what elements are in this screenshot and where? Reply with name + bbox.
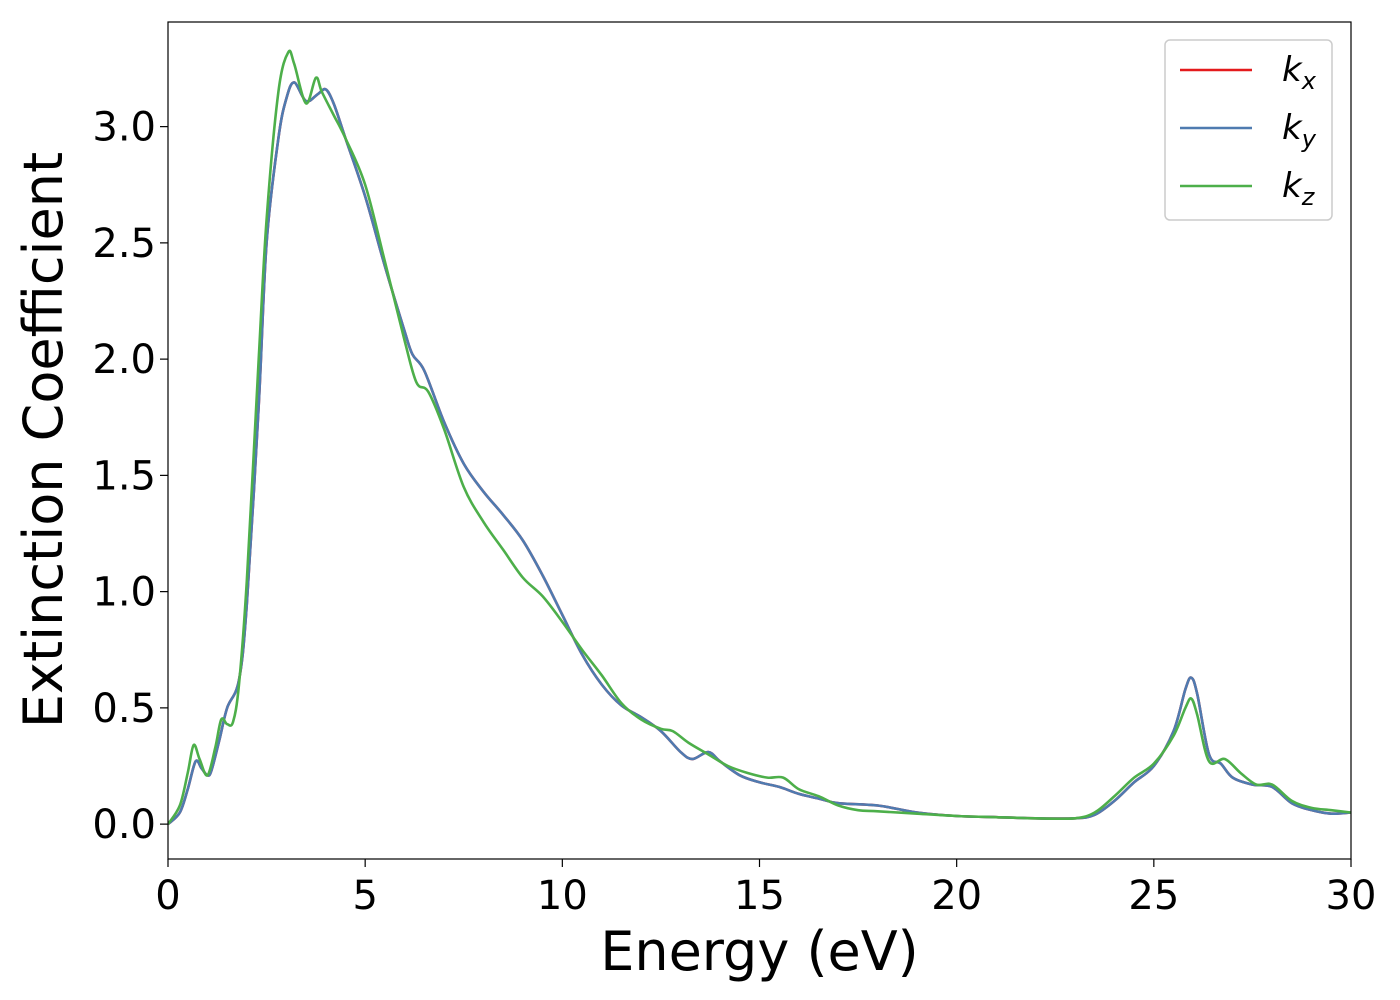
- y-tick-label: 3.0: [92, 105, 156, 151]
- legend-label-ky: ky: [1282, 108, 1317, 153]
- y-tick-label: 1.0: [92, 570, 156, 616]
- series-layer: [168, 49, 1351, 826]
- y-tick-label: 0.5: [92, 686, 156, 732]
- legend-box: [1164, 39, 1333, 221]
- legend-label-subscript: y: [1301, 125, 1317, 153]
- legend-label-kz: kz: [1282, 166, 1316, 211]
- x-tick-label: 25: [1128, 873, 1179, 919]
- x-tick-label: 20: [931, 873, 982, 919]
- legend-label-base: k: [1282, 108, 1303, 148]
- legend-label-subscript: z: [1301, 183, 1316, 211]
- x-tick-label: 10: [537, 873, 588, 919]
- y-tick-label: 1.5: [92, 453, 156, 499]
- x-axis-label: Energy (eV): [600, 920, 919, 983]
- legend-label-kx: kx: [1282, 50, 1317, 95]
- x-tick-label: 5: [352, 873, 377, 919]
- y-tick-label: 0.0: [92, 802, 156, 848]
- series-line-ky: [168, 81, 1351, 826]
- x-tick-label: 15: [734, 873, 785, 919]
- legend-label-base: k: [1282, 166, 1303, 206]
- x-axis: 0 5 10 15 20 25 30: [155, 859, 1376, 919]
- y-tick-label: 2.0: [92, 337, 156, 383]
- x-tick-label: 30: [1326, 873, 1377, 919]
- y-axis: 0.0 0.5 1.0 1.5 2.0 2.5 3.0: [92, 105, 168, 848]
- x-tick-label: 0: [155, 873, 180, 919]
- y-tick-label: 2.5: [92, 221, 156, 267]
- y-axis-label: Extinction Coefficient: [12, 152, 75, 728]
- series-line-kz: [168, 49, 1351, 825]
- legend-label-base: k: [1282, 50, 1303, 90]
- legend-label-subscript: x: [1301, 67, 1317, 95]
